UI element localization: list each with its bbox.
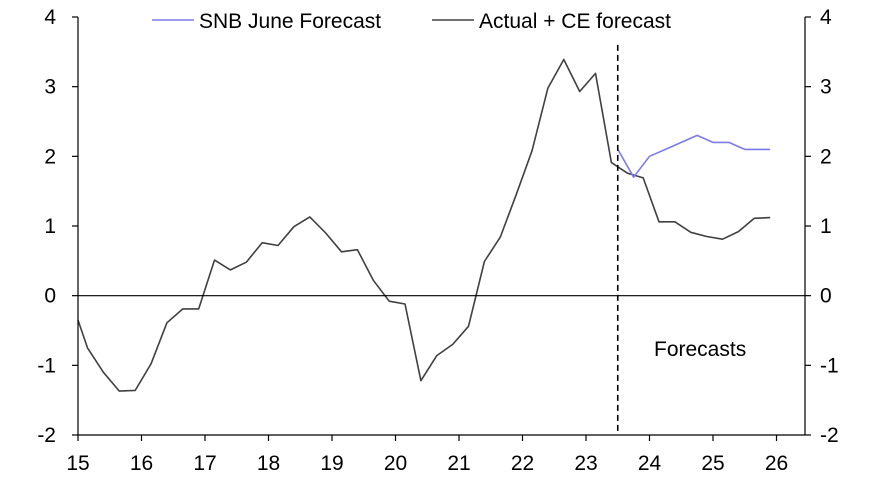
x-axis-ticks: 15 16 17 18 19 20 21 22 23 24 25 26 — [66, 435, 788, 475]
x-tick-label: 15 — [66, 452, 89, 475]
x-tick-label: 20 — [384, 452, 407, 475]
right-y-axis-ticks: -2 -1 0 1 2 3 4 — [805, 6, 839, 447]
right-y-tick-label: 4 — [820, 6, 832, 29]
right-y-tick-label: 2 — [820, 145, 832, 168]
x-tick-label: 19 — [320, 452, 343, 475]
right-y-tick-label: 0 — [820, 285, 832, 308]
series-group — [77, 58, 771, 392]
x-tick-label: 24 — [638, 452, 662, 475]
right-y-tick-label: 3 — [820, 76, 832, 99]
left-y-tick-label: 4 — [44, 6, 56, 29]
left-y-tick-label: 2 — [44, 145, 56, 168]
left-y-tick-label: -1 — [37, 354, 56, 377]
x-tick-label: 16 — [130, 452, 153, 475]
right-y-tick-label: -1 — [820, 354, 839, 377]
left-y-tick-label: -2 — [37, 424, 56, 447]
x-tick-label: 26 — [765, 452, 788, 475]
series-line-actual-ce-forecast — [77, 58, 771, 392]
x-tick-label: 17 — [193, 452, 216, 475]
legend: SNB June Forecast Actual + CE forecast — [152, 10, 671, 33]
left-y-tick-label: 1 — [44, 215, 56, 238]
legend-label-snb-june-forecast: SNB June Forecast — [199, 10, 381, 33]
x-tick-label: 22 — [511, 452, 534, 475]
right-y-tick-label: -2 — [820, 424, 839, 447]
left-y-tick-label: 0 — [44, 285, 56, 308]
series-line-snb-june-forecast — [617, 134, 771, 178]
x-tick-label: 21 — [447, 452, 470, 475]
x-tick-label: 18 — [257, 452, 280, 475]
x-tick-label: 23 — [574, 452, 597, 475]
left-y-tick-label: 3 — [44, 76, 56, 99]
left-y-axis-ticks: -2 -1 0 1 2 3 4 — [37, 6, 78, 447]
x-tick-label: 25 — [701, 452, 724, 475]
axes — [77, 17, 806, 436]
right-y-tick-label: 1 — [820, 215, 832, 238]
forecast-annotation: Forecasts — [654, 338, 746, 361]
legend-label-actual-ce-forecast: Actual + CE forecast — [479, 10, 671, 33]
